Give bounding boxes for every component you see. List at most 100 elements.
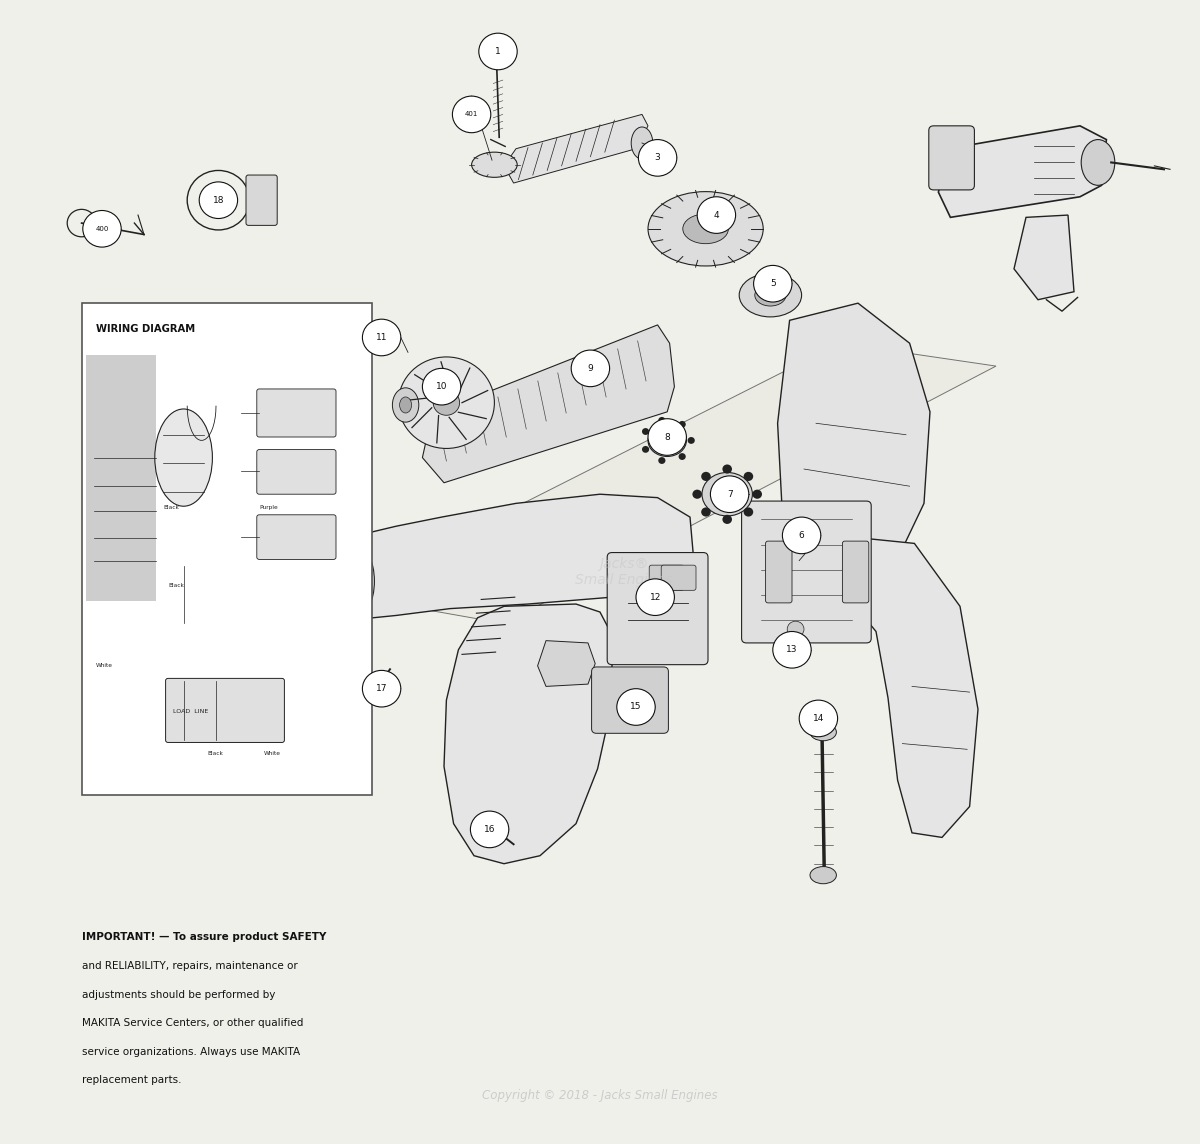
Text: Purple: Purple xyxy=(259,506,278,510)
Ellipse shape xyxy=(472,152,517,177)
Polygon shape xyxy=(334,494,694,620)
Circle shape xyxy=(787,621,804,637)
Polygon shape xyxy=(342,343,996,623)
Text: LOAD  LINE: LOAD LINE xyxy=(173,709,208,714)
Circle shape xyxy=(479,33,517,70)
Circle shape xyxy=(617,689,655,725)
Text: service organizations. Always use MAKITA: service organizations. Always use MAKITA xyxy=(82,1047,300,1057)
Text: 15: 15 xyxy=(630,702,642,712)
Circle shape xyxy=(722,515,732,524)
FancyBboxPatch shape xyxy=(842,541,869,603)
Text: Copyright © 2018 - Jacks Small Engines: Copyright © 2018 - Jacks Small Engines xyxy=(482,1089,718,1103)
FancyBboxPatch shape xyxy=(661,565,696,590)
Circle shape xyxy=(642,446,649,453)
FancyBboxPatch shape xyxy=(929,126,974,190)
Text: 400: 400 xyxy=(95,225,109,232)
FancyBboxPatch shape xyxy=(649,565,684,590)
Circle shape xyxy=(701,471,710,480)
Text: White: White xyxy=(96,664,113,668)
Circle shape xyxy=(752,490,762,499)
FancyBboxPatch shape xyxy=(607,553,708,665)
Text: White: White xyxy=(264,752,281,756)
FancyBboxPatch shape xyxy=(742,501,871,643)
Polygon shape xyxy=(778,303,930,597)
Text: 9: 9 xyxy=(588,364,593,373)
Ellipse shape xyxy=(155,410,212,506)
Text: 1: 1 xyxy=(496,47,500,56)
Ellipse shape xyxy=(346,563,365,599)
Ellipse shape xyxy=(810,724,836,741)
Ellipse shape xyxy=(648,191,763,267)
Bar xyxy=(82,303,372,795)
Circle shape xyxy=(636,579,674,615)
Text: and RELIABILITY, repairs, maintenance or: and RELIABILITY, repairs, maintenance or xyxy=(82,961,298,971)
Text: 11: 11 xyxy=(376,333,388,342)
Ellipse shape xyxy=(810,867,836,883)
Circle shape xyxy=(659,458,666,464)
Text: 5: 5 xyxy=(770,279,775,288)
Text: 7: 7 xyxy=(727,490,732,499)
Ellipse shape xyxy=(658,432,677,448)
Ellipse shape xyxy=(715,485,738,505)
Text: adjustments should be performed by: adjustments should be performed by xyxy=(82,990,275,1000)
Text: WIRING DIAGRAM: WIRING DIAGRAM xyxy=(96,324,196,334)
Polygon shape xyxy=(504,114,648,183)
Text: 4: 4 xyxy=(714,210,719,220)
Text: 16: 16 xyxy=(484,825,496,834)
Text: Black: Black xyxy=(168,583,184,588)
Text: Black: Black xyxy=(208,752,223,756)
Circle shape xyxy=(452,96,491,133)
FancyBboxPatch shape xyxy=(246,175,277,225)
Circle shape xyxy=(422,368,461,405)
Circle shape xyxy=(648,419,686,455)
Circle shape xyxy=(362,319,401,356)
Ellipse shape xyxy=(739,273,802,317)
Circle shape xyxy=(744,508,754,517)
Circle shape xyxy=(688,437,695,444)
Circle shape xyxy=(470,811,509,848)
Circle shape xyxy=(484,819,503,837)
Text: MAKITA Service Centers, or other qualified: MAKITA Service Centers, or other qualifi… xyxy=(82,1018,302,1028)
Ellipse shape xyxy=(1081,140,1115,185)
Circle shape xyxy=(754,265,792,302)
Circle shape xyxy=(398,357,494,448)
Text: Jacks®
Small Engines: Jacks® Small Engines xyxy=(575,557,673,587)
Text: 17: 17 xyxy=(376,684,388,693)
Text: 13: 13 xyxy=(786,645,798,654)
Circle shape xyxy=(362,670,401,707)
Polygon shape xyxy=(422,325,674,483)
Text: 14: 14 xyxy=(812,714,824,723)
FancyBboxPatch shape xyxy=(592,667,668,733)
Circle shape xyxy=(782,517,821,554)
Ellipse shape xyxy=(683,214,728,244)
Circle shape xyxy=(722,464,732,474)
Text: 8: 8 xyxy=(665,432,670,442)
Ellipse shape xyxy=(392,388,419,422)
Circle shape xyxy=(571,350,610,387)
Polygon shape xyxy=(444,604,612,864)
Circle shape xyxy=(433,390,460,415)
Text: 10: 10 xyxy=(436,382,448,391)
Circle shape xyxy=(744,471,754,480)
Text: 401: 401 xyxy=(464,111,479,118)
Circle shape xyxy=(773,631,811,668)
Ellipse shape xyxy=(400,397,412,413)
Circle shape xyxy=(659,416,666,423)
Text: IMPORTANT! — To assure product SAFETY: IMPORTANT! — To assure product SAFETY xyxy=(82,932,326,943)
Ellipse shape xyxy=(755,284,786,307)
Circle shape xyxy=(701,508,710,517)
Circle shape xyxy=(368,681,385,697)
FancyBboxPatch shape xyxy=(766,541,792,603)
FancyBboxPatch shape xyxy=(257,515,336,559)
Ellipse shape xyxy=(702,472,752,516)
Circle shape xyxy=(799,700,838,737)
FancyBboxPatch shape xyxy=(166,678,284,742)
Text: 18: 18 xyxy=(212,196,224,205)
Ellipse shape xyxy=(648,424,686,456)
Text: 3: 3 xyxy=(655,153,660,162)
Polygon shape xyxy=(538,641,595,686)
Circle shape xyxy=(697,197,736,233)
FancyBboxPatch shape xyxy=(257,389,336,437)
Polygon shape xyxy=(846,538,978,837)
Text: Black: Black xyxy=(163,506,179,510)
